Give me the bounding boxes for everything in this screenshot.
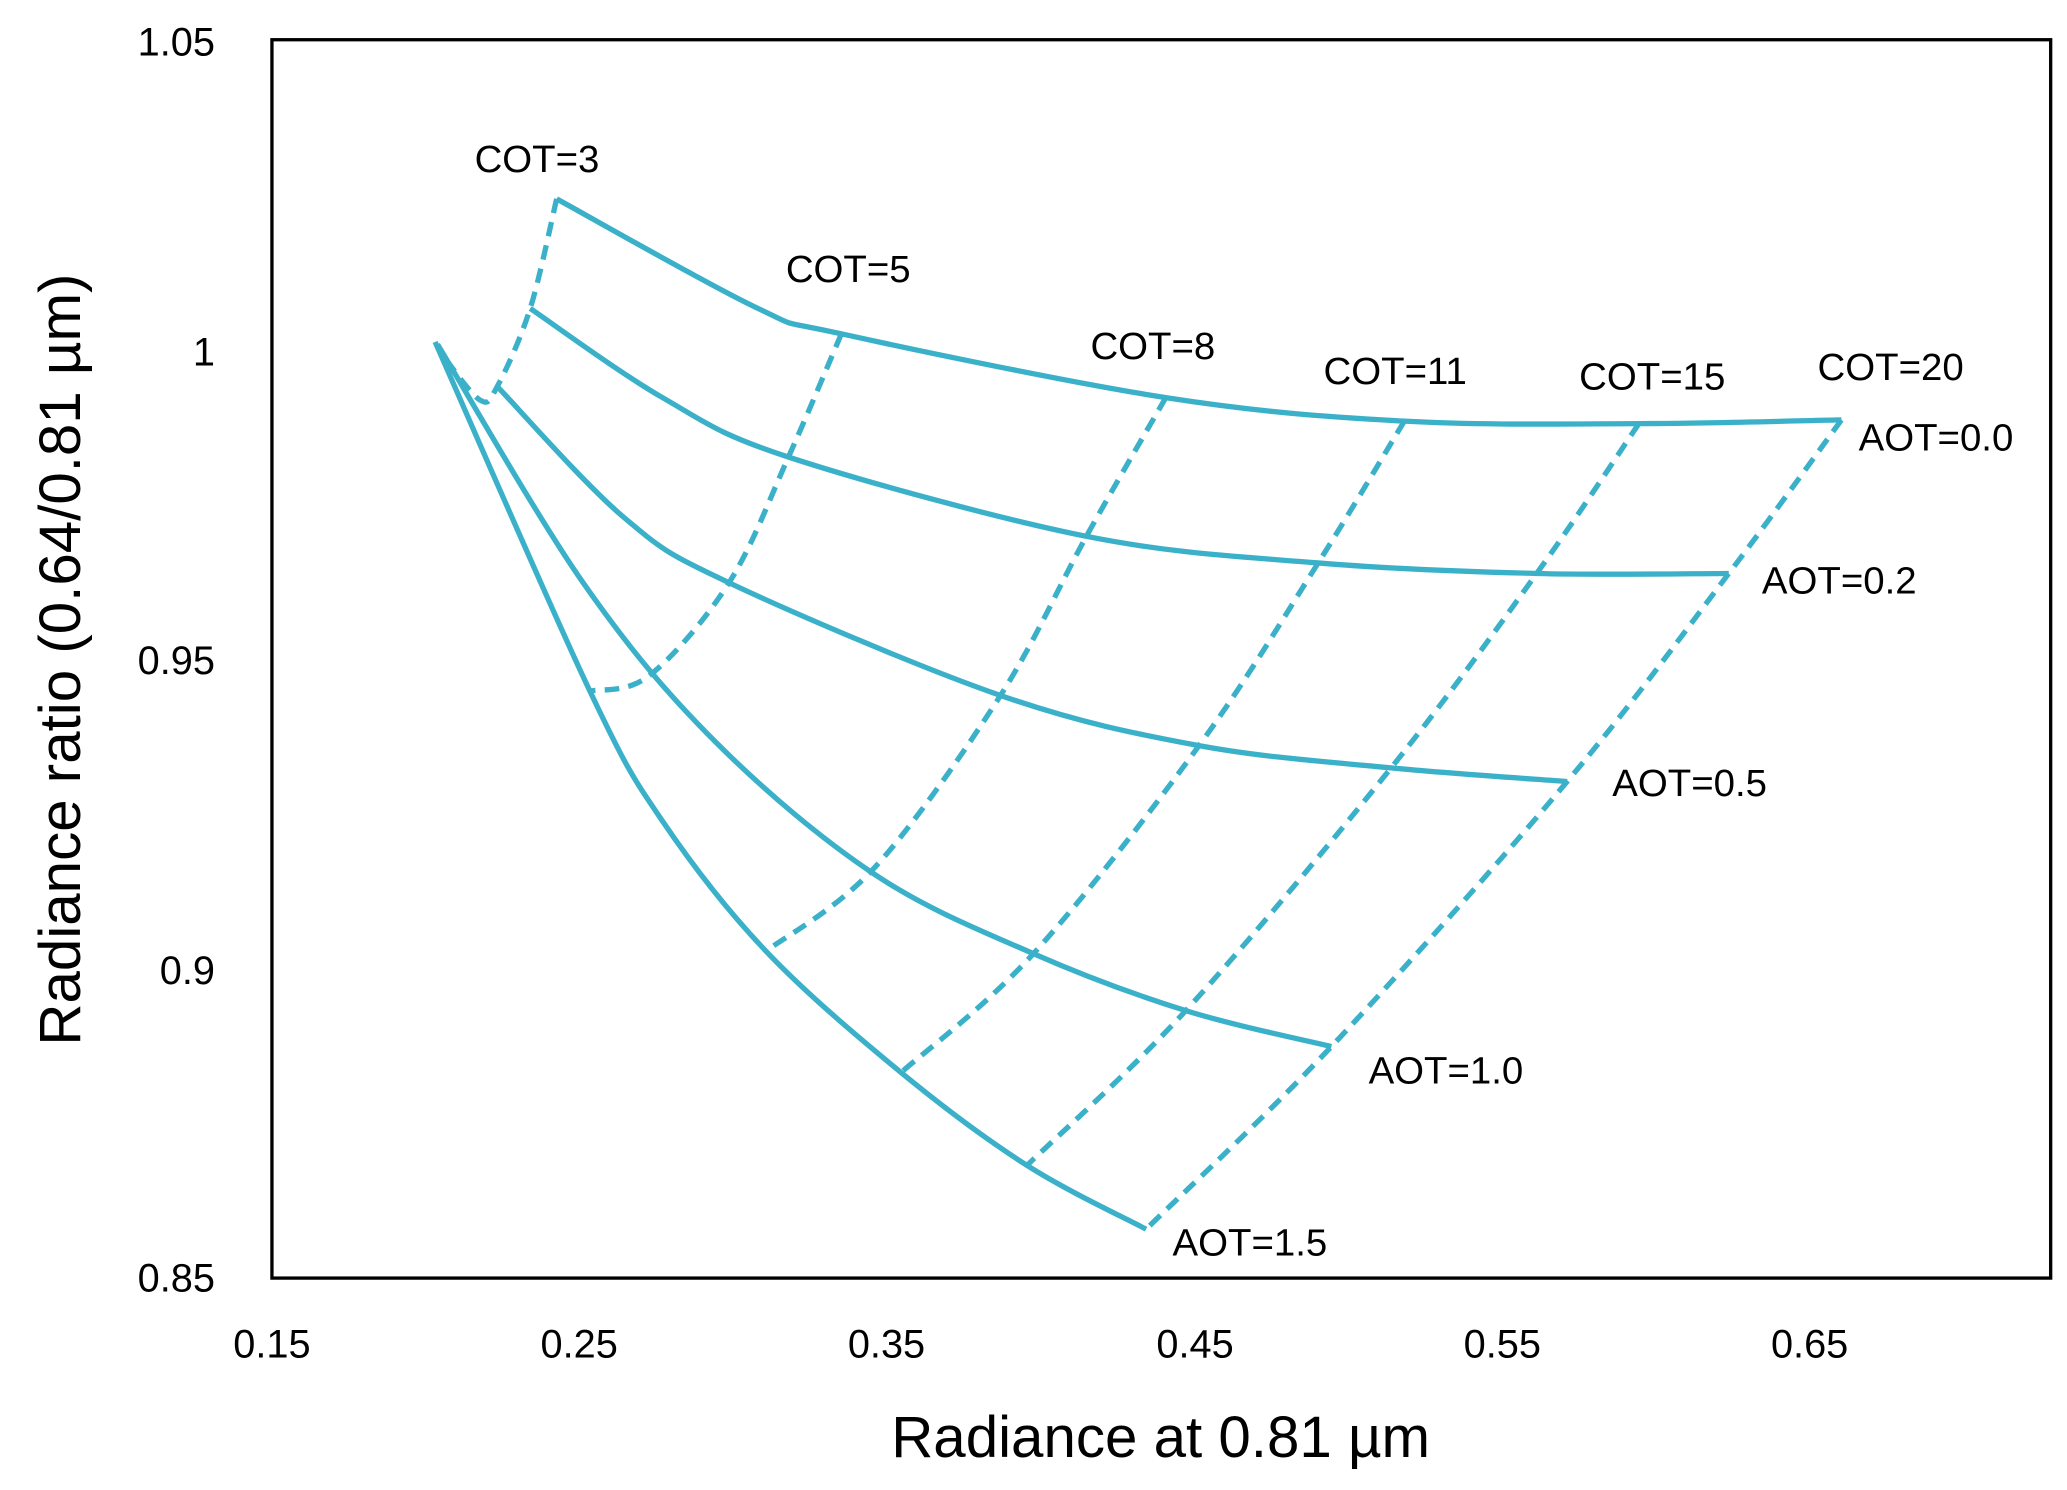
cot-line-cot-5 xyxy=(589,332,844,694)
x-tick-label: 0.45 xyxy=(1156,1323,1233,1367)
cot-label: COT=15 xyxy=(1579,355,1725,398)
aot-label: AOT=0.2 xyxy=(1762,559,1917,602)
y-axis-title: Radiance ratio (0.64/0.81 µm) xyxy=(28,274,93,1046)
cot-label: COT=20 xyxy=(1818,346,1964,389)
aot-labels: AOT=0.0 AOT=0.2 AOT=0.5 AOT=1.0 AOT=1.5 xyxy=(1173,416,2014,1264)
y-tick-labels: 0.85 0.9 0.95 1 1.05 xyxy=(138,21,215,1301)
x-tick-label: 0.15 xyxy=(233,1323,310,1367)
aot-line-aot-0-5 xyxy=(495,384,1568,785)
aot-label: AOT=0.0 xyxy=(1859,416,2014,459)
y-tick-label: 1.05 xyxy=(138,21,215,65)
aot-line-aot-1-0 xyxy=(435,342,1333,1050)
aot-line-aot-0-2 xyxy=(528,306,1729,577)
x-tick-label: 0.25 xyxy=(541,1323,618,1367)
x-tick-labels: 0.15 0.25 0.35 0.45 0.55 0.65 xyxy=(233,1323,1848,1367)
aot-line-aot-0-0 xyxy=(555,196,1842,427)
series-lines xyxy=(432,196,1844,1232)
x-tick-label: 0.35 xyxy=(848,1323,925,1367)
y-tick-label: 1 xyxy=(193,331,215,375)
x-tick-label: 0.55 xyxy=(1464,1323,1541,1367)
aot-label: AOT=0.5 xyxy=(1612,762,1767,805)
cot-line-cot-20 xyxy=(1144,418,1844,1232)
y-tick-label: 0.95 xyxy=(138,639,215,683)
y-tick-label: 0.85 xyxy=(138,1256,215,1300)
x-tick-label: 0.65 xyxy=(1771,1323,1848,1367)
aot-line-aot-1-5 xyxy=(432,340,1148,1232)
x-axis-title: Radiance at 0.81 µm xyxy=(891,1405,1430,1470)
aot-label: AOT=1.0 xyxy=(1369,1049,1524,1092)
cot-label: COT=8 xyxy=(1090,325,1215,368)
y-tick-label: 0.9 xyxy=(160,949,215,993)
cot-line-cot-11 xyxy=(899,419,1407,1075)
cot-label: COT=5 xyxy=(786,248,911,291)
cot-labels: COT=3 COT=5 COT=8 COT=11 COT=15 COT=20 xyxy=(475,138,1964,398)
cot-line-cot-3 xyxy=(442,198,560,405)
plot-frame xyxy=(270,38,2053,1280)
aot-label: AOT=1.5 xyxy=(1173,1222,1328,1265)
cot-label: COT=3 xyxy=(475,138,600,181)
cot-label: COT=11 xyxy=(1324,350,1467,393)
cot-line-cot-15 xyxy=(1025,422,1642,1168)
